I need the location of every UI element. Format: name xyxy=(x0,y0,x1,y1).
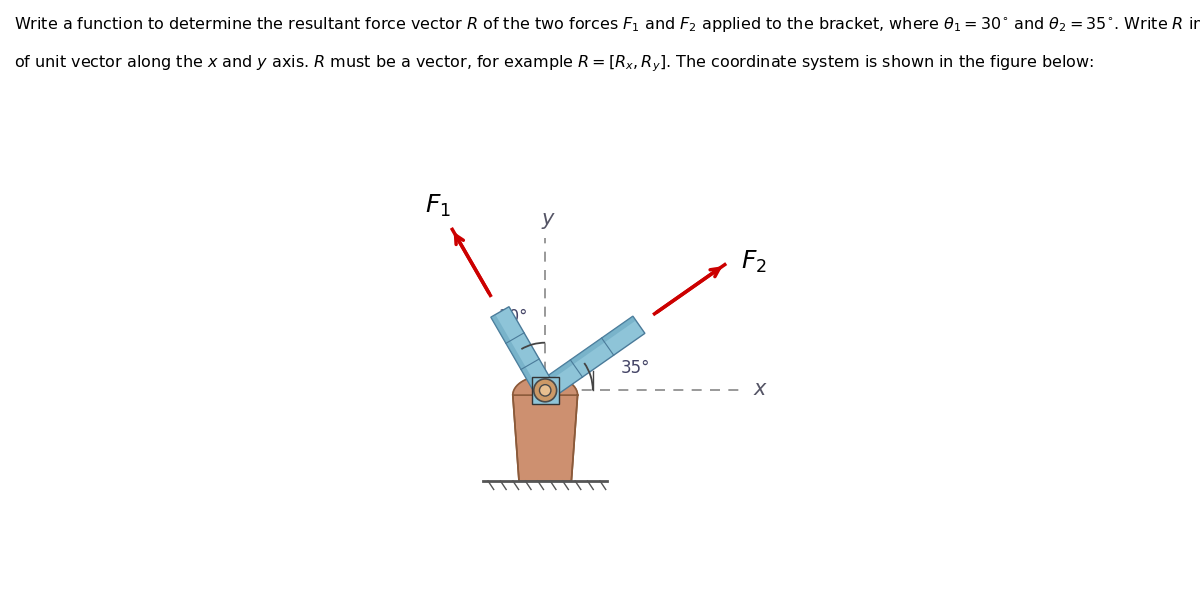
Text: $F_2$: $F_2$ xyxy=(742,249,767,275)
Text: y: y xyxy=(541,209,553,229)
Polygon shape xyxy=(532,377,558,403)
Text: $F_1$: $F_1$ xyxy=(425,193,451,219)
Polygon shape xyxy=(512,375,577,395)
Polygon shape xyxy=(491,307,554,396)
Text: of unit vector along the $x$ and $y$ axis. $R$ must be a vector, for example $R : of unit vector along the $x$ and $y$ axi… xyxy=(14,54,1094,74)
Text: 35°: 35° xyxy=(620,359,650,377)
Circle shape xyxy=(540,384,551,396)
Circle shape xyxy=(534,379,557,402)
Text: x: x xyxy=(754,380,767,399)
Polygon shape xyxy=(491,315,541,396)
Text: 30°: 30° xyxy=(498,308,528,326)
Polygon shape xyxy=(539,316,636,386)
Polygon shape xyxy=(512,395,577,481)
Polygon shape xyxy=(539,316,644,399)
Text: Write a function to determine the resultant force vector $R$ of the two forces $: Write a function to determine the result… xyxy=(14,15,1200,34)
